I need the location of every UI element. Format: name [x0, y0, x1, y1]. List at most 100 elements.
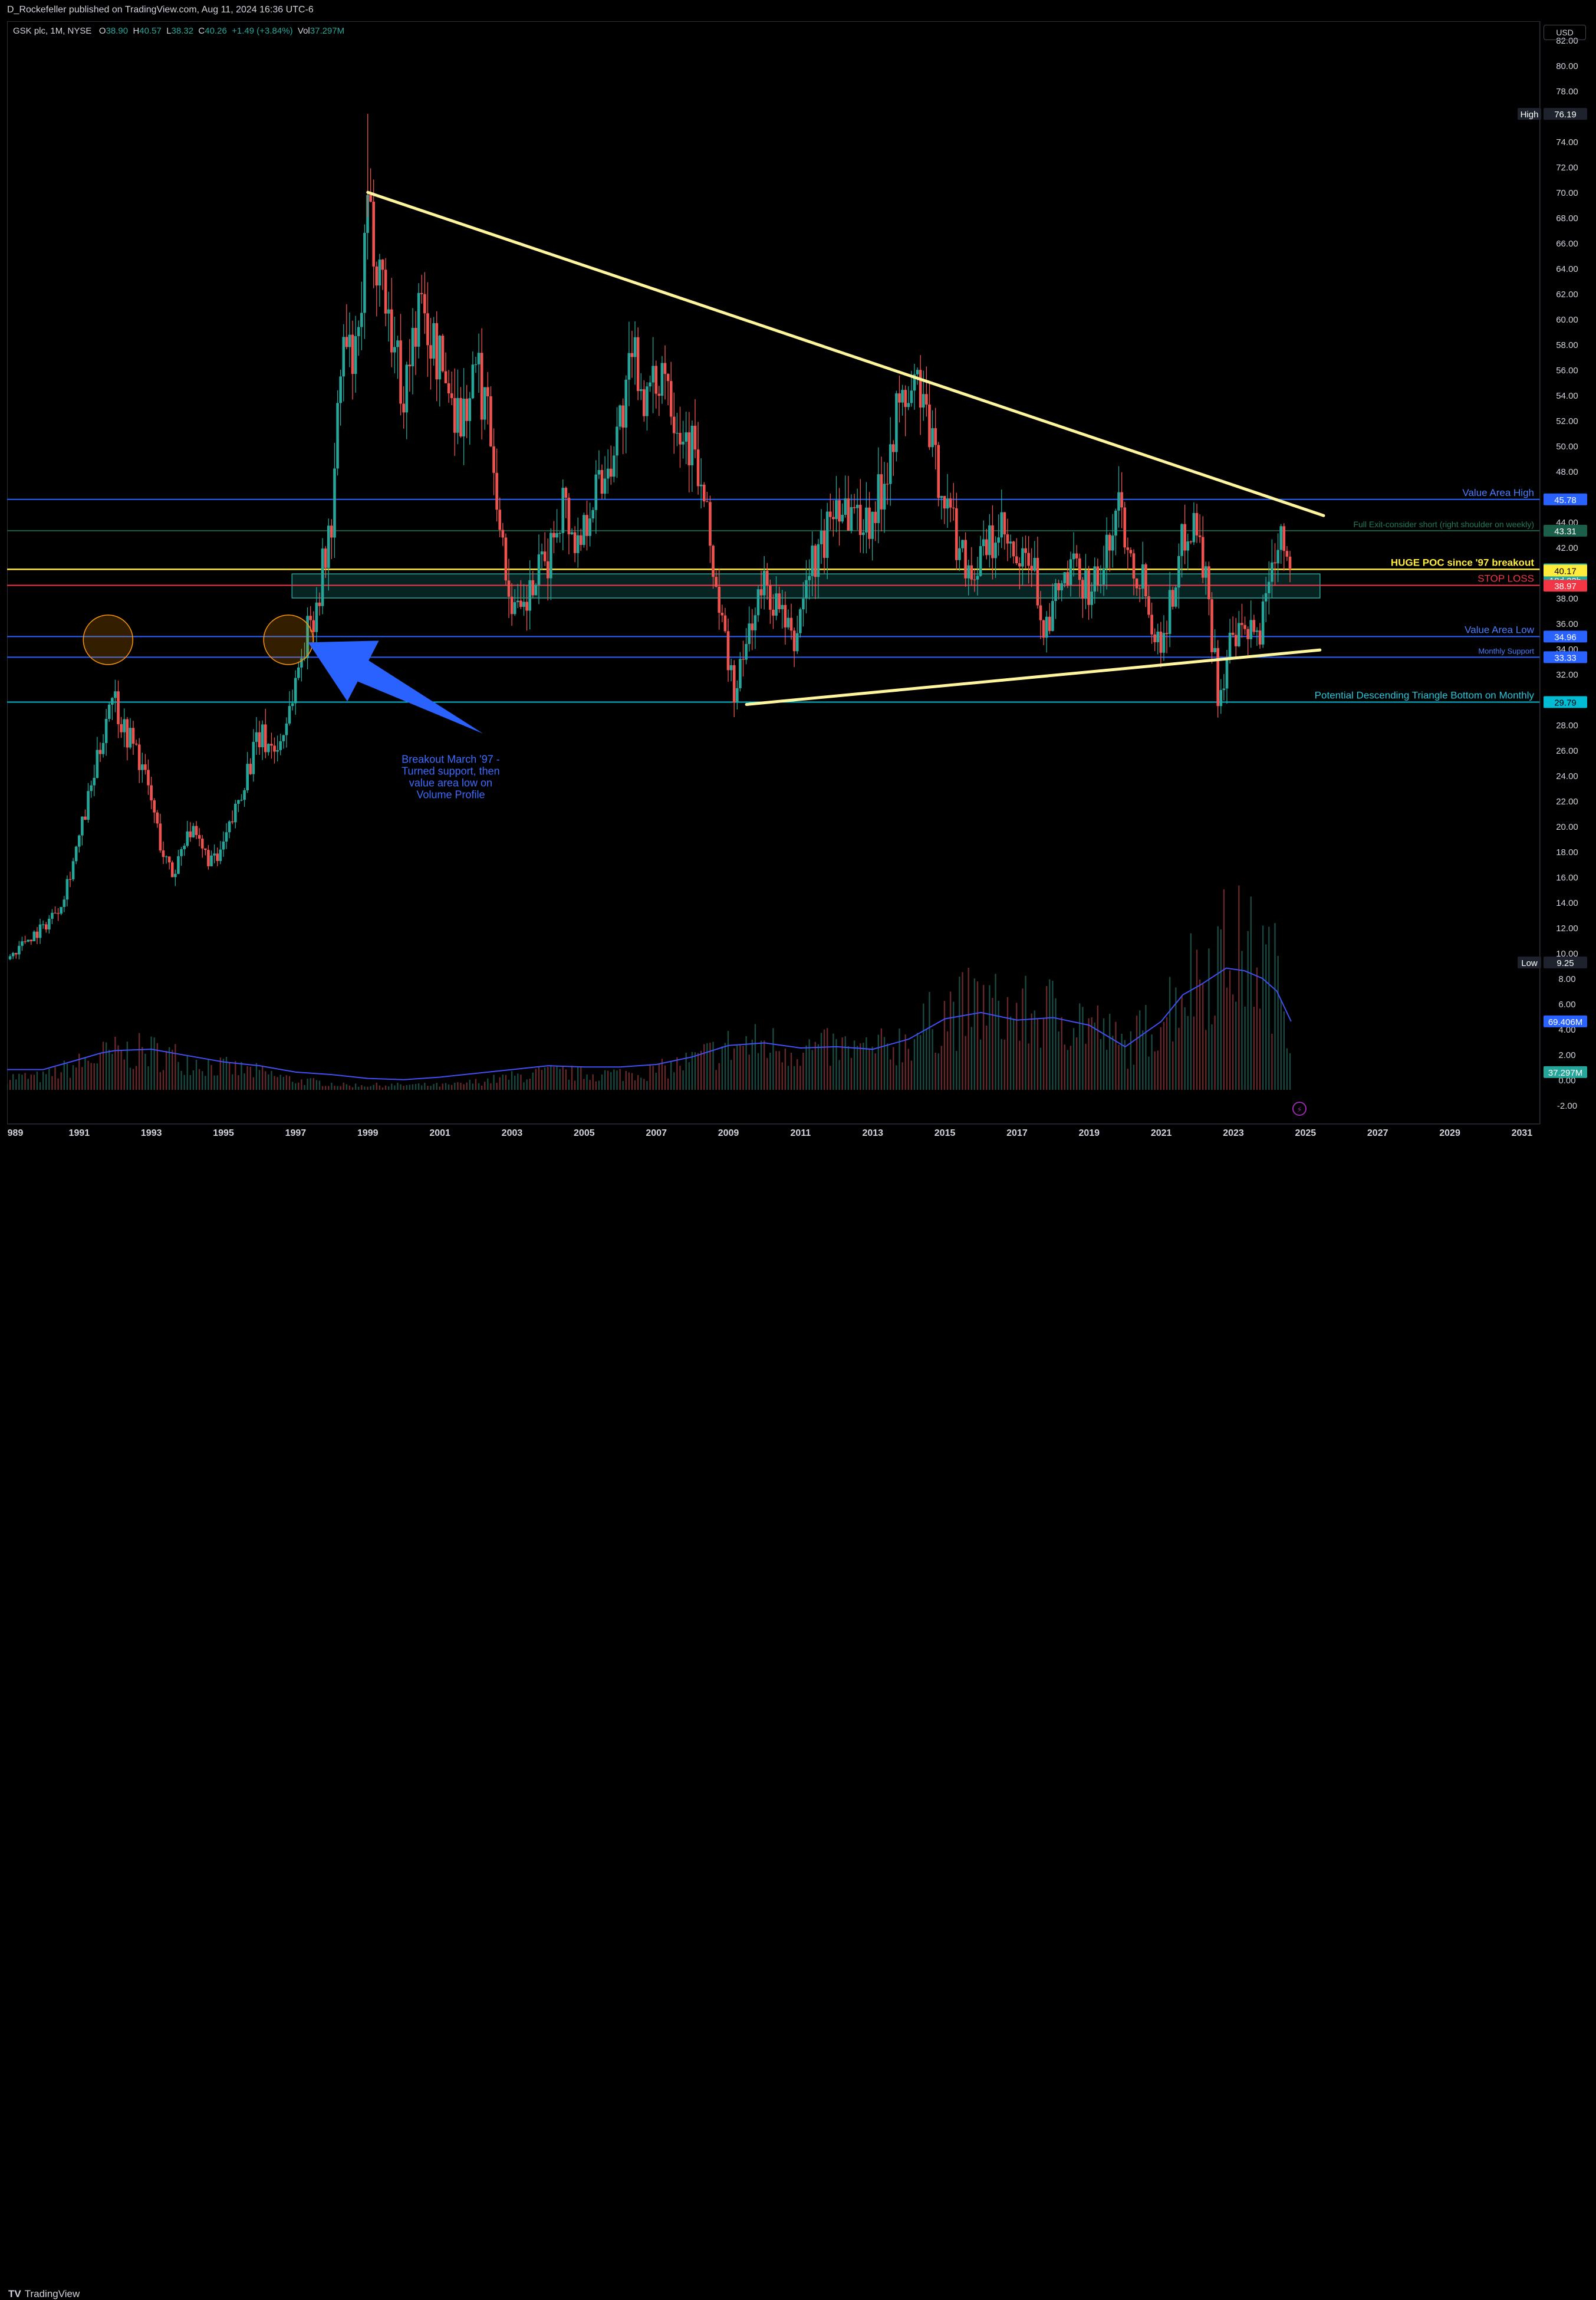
volume-bar [463, 1084, 465, 1090]
x-tick-label: 2019 [1078, 1128, 1100, 1138]
highlight-circle[interactable] [83, 615, 134, 665]
candle-body [654, 366, 658, 394]
volume-bar [1262, 925, 1264, 1090]
candle-body [855, 504, 859, 508]
volume-bar [907, 1049, 909, 1090]
volume-bar [1061, 1017, 1062, 1090]
volume-bar [871, 1046, 873, 1090]
volume-bar [376, 1082, 378, 1090]
candle-body [1276, 550, 1279, 564]
candle-body [29, 939, 33, 941]
lightning-icon[interactable] [1292, 1102, 1307, 1116]
x-tick-label: 2015 [934, 1128, 956, 1138]
legend-close-value: 40.26 [205, 26, 227, 36]
candle-body [618, 405, 621, 427]
volume-bar [42, 1072, 44, 1090]
candle-body [910, 390, 913, 403]
y-tick-label: 22.00 [1556, 797, 1578, 807]
volume-bar [324, 1086, 327, 1090]
volume-bar [321, 1086, 324, 1090]
volume-bar [832, 1033, 834, 1090]
volume-bar [358, 1086, 360, 1090]
candle-body [931, 428, 934, 448]
volume-bar [490, 1083, 492, 1090]
volume-bar [625, 1071, 627, 1090]
volume-bar [202, 1071, 203, 1090]
volume-bar [1178, 1027, 1180, 1090]
volume-bar [631, 1073, 633, 1090]
candle-body [1210, 599, 1213, 652]
x-tick-label: 2001 [429, 1128, 450, 1138]
volume-bar [1244, 1006, 1246, 1090]
candle-body [822, 530, 826, 558]
volume-bar [24, 1073, 26, 1090]
candle-body [426, 313, 429, 346]
candle-body [327, 525, 330, 568]
volume-bar [310, 1078, 311, 1090]
candle-body [916, 370, 919, 374]
volume-bar [962, 972, 963, 1090]
volume-bar [1268, 926, 1270, 1090]
volume-bar [868, 1049, 870, 1090]
candle-body [513, 602, 516, 615]
lightning-icon-glyph: ⚡ [1296, 1105, 1302, 1114]
volume-bar [12, 1074, 14, 1090]
y-tick-label: 0.00 [1558, 1076, 1575, 1086]
candle-body [555, 533, 558, 538]
volume-bar [784, 1049, 787, 1090]
annotation-arrow[interactable] [308, 640, 483, 734]
volume-bar [1211, 1024, 1213, 1090]
y-price-tag-caption: High [1521, 110, 1539, 120]
volume-bar [216, 1075, 218, 1090]
volume-bar [715, 1070, 717, 1090]
volume-bar [472, 1083, 474, 1090]
volume-bar [520, 1075, 522, 1090]
candle-body [474, 364, 478, 365]
candle-body [14, 952, 18, 955]
y-price-tag [1544, 1066, 1587, 1078]
candle-body [1108, 534, 1111, 551]
volume-bar [736, 1044, 738, 1090]
tradingview-logo-icon: TV [8, 2288, 21, 2299]
candle-body [141, 764, 144, 770]
candle-body [330, 525, 333, 538]
volume-bar [1036, 1018, 1039, 1090]
volume-bar [1034, 1010, 1036, 1090]
volume-bar [1028, 1043, 1029, 1090]
candle-body [784, 604, 787, 627]
volume-bar [827, 1028, 828, 1090]
candle-body [342, 337, 345, 377]
candle-body [1264, 593, 1268, 602]
candle-body [753, 615, 757, 630]
volume-bar [1190, 933, 1192, 1090]
candle-body [687, 432, 691, 465]
candle-body [387, 309, 390, 314]
candle-body [1198, 535, 1202, 537]
legend-low-label: L [166, 26, 172, 36]
volume-bar [592, 1074, 594, 1090]
volume-bar [213, 1075, 215, 1090]
highlight-circle[interactable] [263, 615, 314, 665]
candle-body [994, 543, 997, 558]
candle-body [808, 576, 811, 580]
price-chart[interactable]: Value Area High Full Exit-consider short … [0, 0, 1596, 1165]
tradingview-logo[interactable]: TV TradingView [8, 2288, 80, 2300]
candle-body [1162, 633, 1166, 653]
currency-selector[interactable]: USD [1544, 25, 1586, 40]
volume-bar [54, 1067, 56, 1090]
volume-bar [1283, 1011, 1285, 1090]
candle-body [246, 764, 249, 791]
candle-body [57, 913, 60, 914]
descending-trendline[interactable] [366, 190, 1325, 517]
volume-bar [568, 1079, 570, 1090]
candle-body [759, 589, 763, 596]
volume-bar [835, 1039, 837, 1090]
ascending-trendline[interactable] [745, 648, 1322, 707]
volume-bar [916, 1033, 919, 1090]
y-tick-label: 10.00 [1556, 949, 1578, 959]
y-tick-label: 20.00 [1556, 822, 1578, 832]
horizontal-line-label: Monthly Support [1478, 646, 1534, 655]
volume-bar [379, 1085, 381, 1090]
volume-bar [685, 1052, 687, 1090]
volume-bar [1088, 1018, 1090, 1090]
